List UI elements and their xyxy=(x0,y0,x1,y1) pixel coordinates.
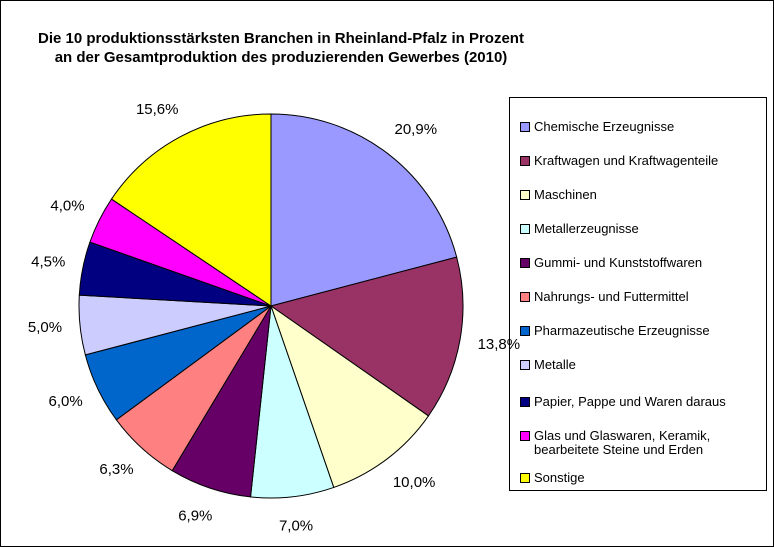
legend-label: Chemische Erzeugnisse xyxy=(534,119,675,134)
data-label: 20,9% xyxy=(395,121,438,138)
legend-item: Glas und Glaswaren, Keramik, bearbeitete… xyxy=(520,429,762,457)
data-label: 4,5% xyxy=(31,253,65,270)
chart-title: Die 10 produktionsstärksten Branchen in … xyxy=(38,30,524,66)
legend-swatch xyxy=(520,258,530,268)
legend-label: Sonstige xyxy=(534,470,585,485)
legend-swatch xyxy=(520,397,530,407)
legend-label: Nahrungs- und Futtermittel xyxy=(534,289,689,304)
legend-item: Chemische Erzeugnisse xyxy=(520,120,762,134)
legend-label: Glas und Glaswaren, Keramik, bearbeitete… xyxy=(534,428,711,457)
legend-item: Papier, Pappe und Waren daraus xyxy=(520,395,762,409)
data-label: 6,9% xyxy=(178,507,212,524)
data-label: 4,0% xyxy=(50,197,84,214)
legend-swatch xyxy=(520,473,530,483)
legend-label: Metalle xyxy=(534,357,576,372)
pie-slice xyxy=(269,256,464,417)
legend: Chemische Erzeugnisse Kraftwagen und Kraf… xyxy=(509,97,767,491)
data-label: 7,0% xyxy=(279,518,313,535)
legend-swatch xyxy=(520,292,530,302)
legend-swatch xyxy=(520,360,530,370)
legend-label: Pharmazeutische Erzeugnisse xyxy=(534,323,710,338)
data-label: 6,0% xyxy=(49,393,83,410)
legend-label: Gummi- und Kunststoffwaren xyxy=(534,255,703,270)
legend-item: Metalle xyxy=(520,358,762,372)
legend-label: Kraftwagen und Kraftwagenteile xyxy=(534,153,719,168)
data-label: 5,0% xyxy=(28,319,62,336)
legend-item: Kraftwagen und Kraftwagenteile xyxy=(520,154,762,168)
legend-swatch xyxy=(520,326,530,336)
legend-label: Papier, Pappe und Waren daraus xyxy=(534,394,726,409)
pie-slice xyxy=(110,113,272,307)
data-label: 6,3% xyxy=(99,461,133,478)
pie-slice xyxy=(270,304,430,489)
data-label: 10,0% xyxy=(393,474,436,491)
legend-swatch xyxy=(520,190,530,200)
legend-swatch xyxy=(520,431,530,441)
data-label: 15,6% xyxy=(136,101,179,118)
legend-swatch xyxy=(520,122,530,132)
legend-swatch xyxy=(520,156,530,166)
legend-item: Pharmazeutische Erzeugnisse xyxy=(520,324,762,338)
pie-slice xyxy=(270,113,458,307)
legend-item: Metallerzeugnisse xyxy=(520,222,762,236)
legend-label: Metallerzeugnisse xyxy=(534,221,639,236)
legend-item: Nahrungs- und Futtermittel xyxy=(520,290,762,304)
legend-item: Gummi- und Kunststoffwaren xyxy=(520,256,762,270)
legend-swatch xyxy=(520,224,530,234)
legend-label: Maschinen xyxy=(534,187,597,202)
legend-item: Sonstige xyxy=(520,471,762,485)
legend-item: Maschinen xyxy=(520,188,762,202)
